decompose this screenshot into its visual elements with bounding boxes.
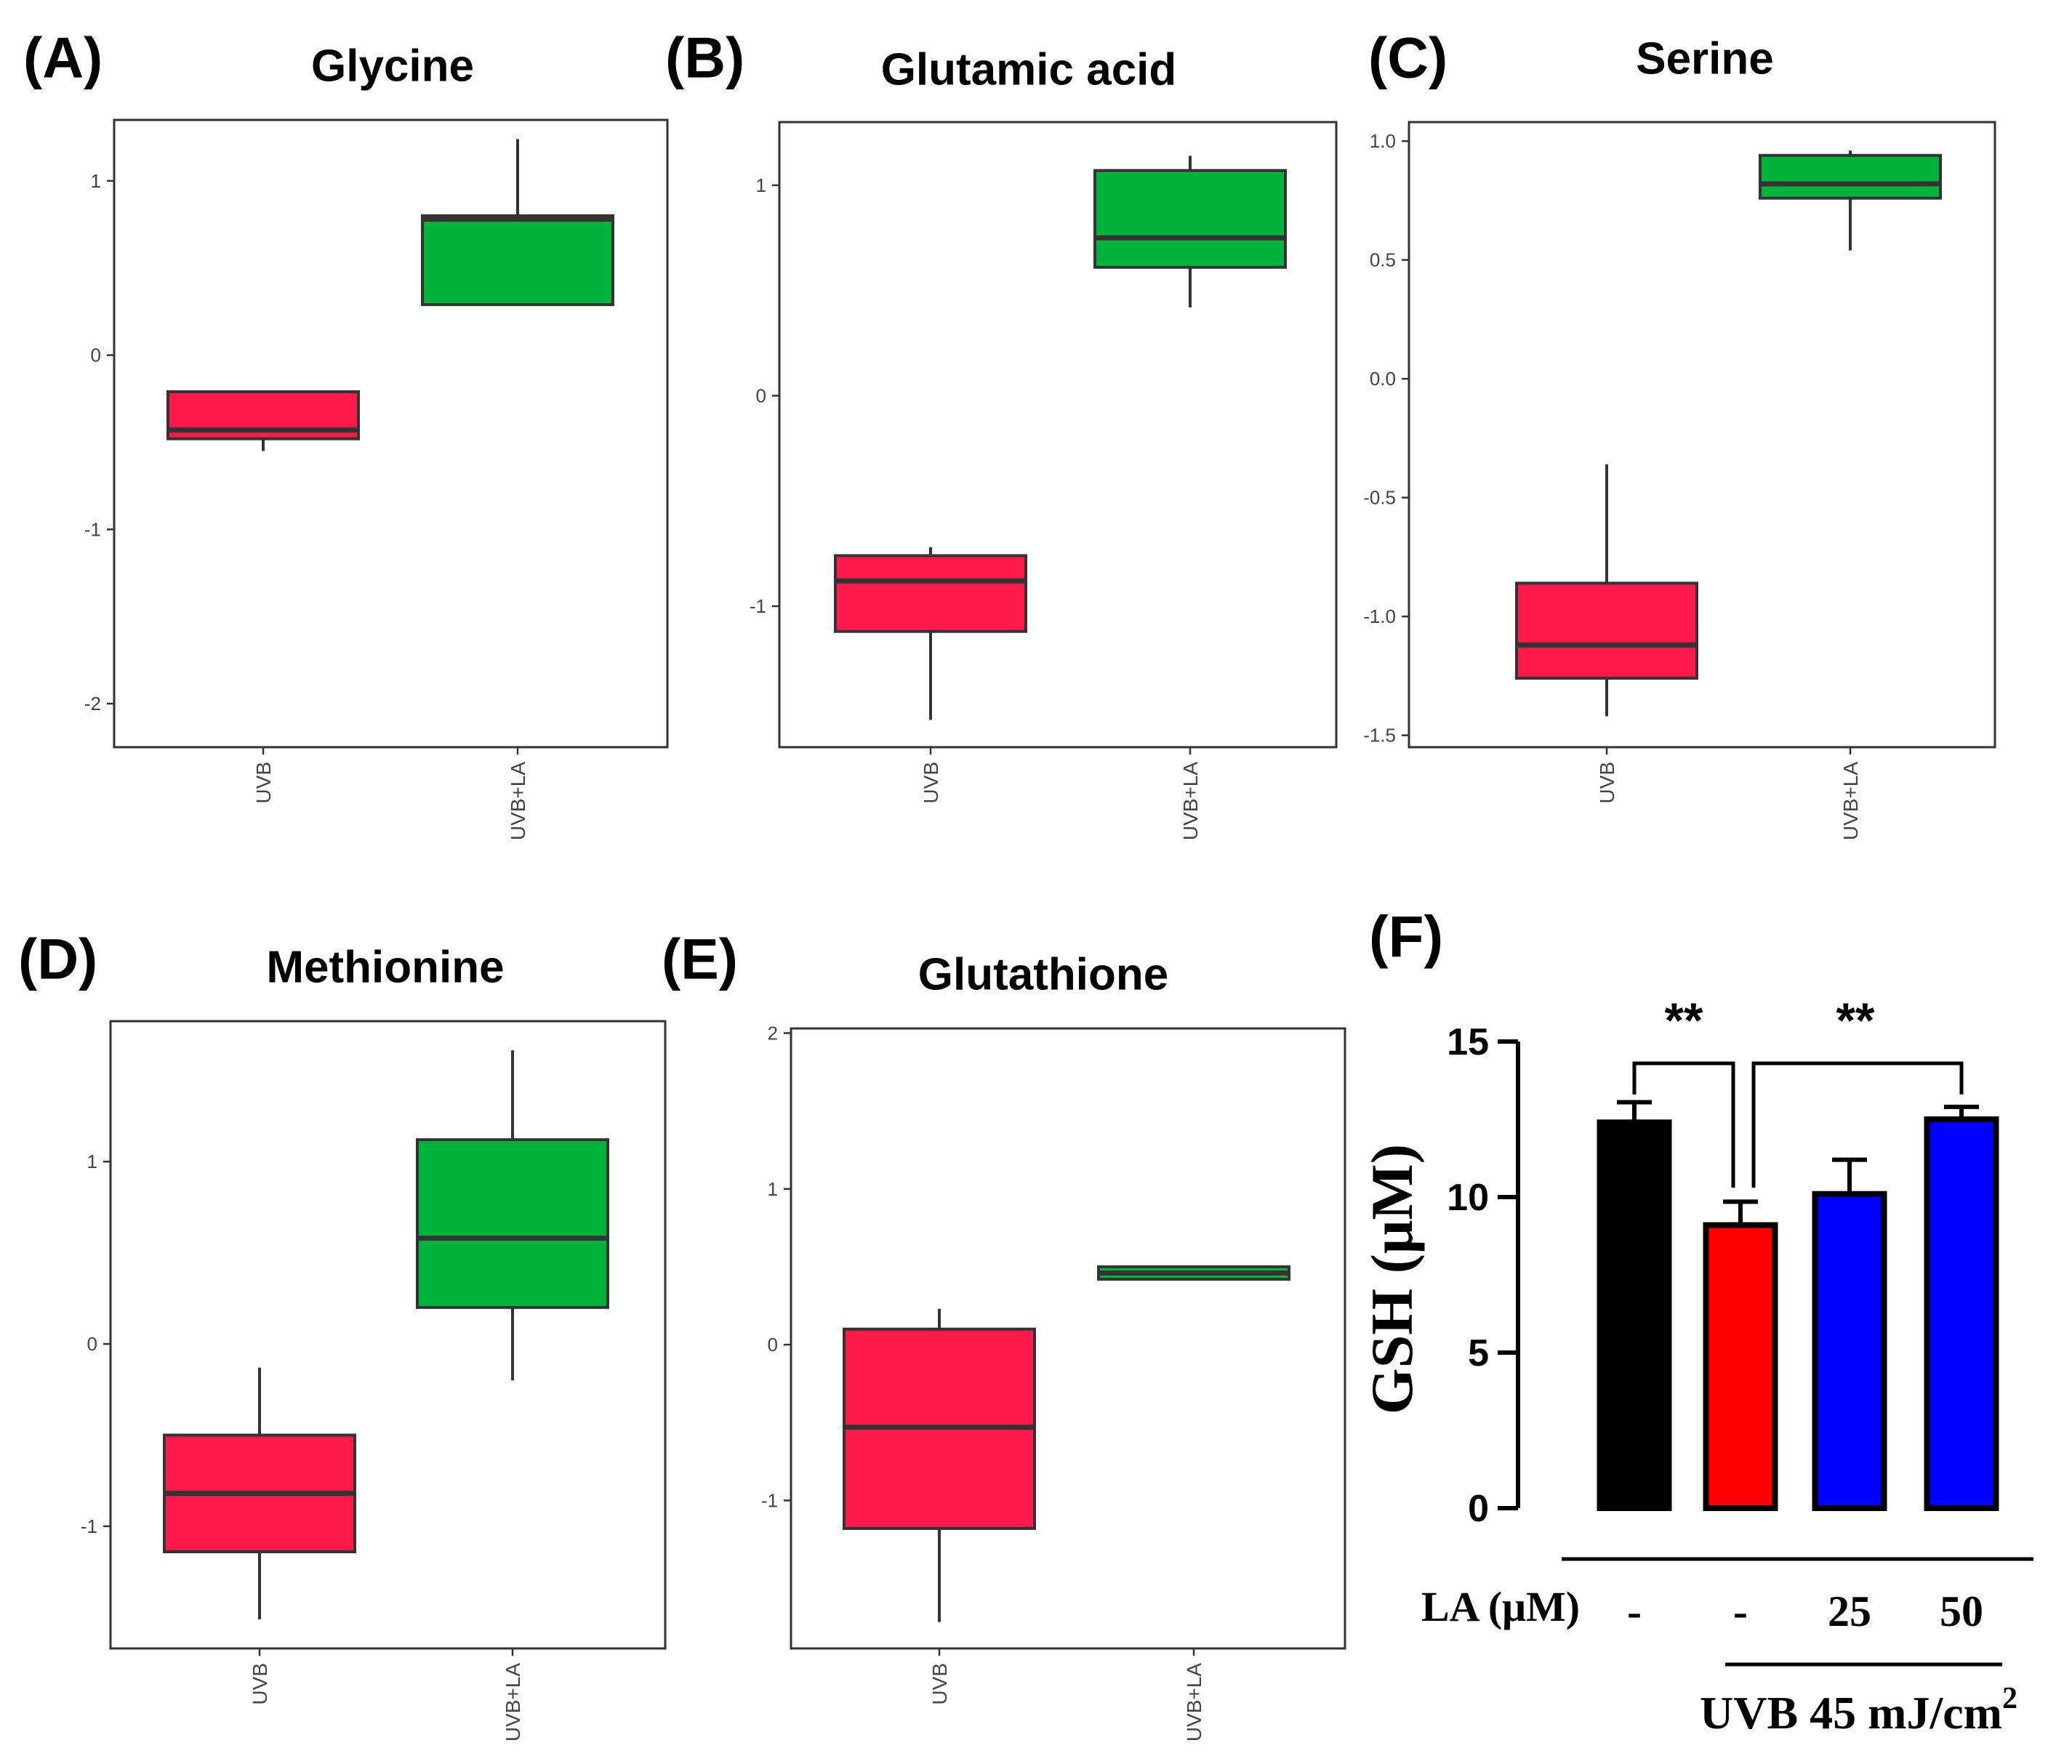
y-tick-label: 0 <box>768 1334 778 1356</box>
x-tick-label: UVB+LA <box>1183 1663 1205 1741</box>
y-tick-label: -1 <box>750 595 766 617</box>
group-label-text: UVB 45 mJ/cm <box>1700 1687 2002 1739</box>
box-panel-glutamic-acid: (B) Glutamic acid 1 0 -1 UVB UVB+LA <box>665 26 1338 840</box>
box <box>1515 581 1698 680</box>
x-tick-label: UVB <box>1596 762 1618 804</box>
box-panel-methionine: (D) Methionine 1 0 -1 UVB UVB+LA <box>18 927 667 1741</box>
panel-label: (F) <box>1369 904 1443 969</box>
box <box>834 554 1027 633</box>
y-tick-label: -0.5 <box>1363 487 1396 509</box>
y-tick-label: 5 <box>1468 1332 1489 1374</box>
y-tick-label: 15 <box>1447 1021 1489 1063</box>
bar <box>1812 1191 1887 1511</box>
x-tick-label: UVB <box>252 762 275 804</box>
x-tick-label: UVB <box>928 1663 951 1705</box>
significance-marker: ** <box>1836 993 1875 1048</box>
x-tick-label: UVB <box>920 762 942 804</box>
x-tick-label: UVB+LA <box>502 1663 524 1741</box>
y-tick-label: 1 <box>91 170 101 192</box>
panel-label: (C) <box>1368 26 1447 90</box>
group-label-superscript: 2 <box>2002 1682 2017 1715</box>
x-tick-label: UVB+LA <box>507 762 529 840</box>
y-tick-label: -1.0 <box>1363 605 1396 627</box>
plot-frame <box>113 118 669 749</box>
plot-frame <box>109 1020 667 1650</box>
y-tick-label: 1.0 <box>1370 130 1396 152</box>
chart-title: Methionine <box>266 943 504 993</box>
y-tick-label: 0.5 <box>1370 249 1396 271</box>
panel-label: (B) <box>665 26 744 90</box>
chart-title: Glutamic acid <box>881 45 1177 95</box>
panel-label: (D) <box>18 927 97 991</box>
significance-bracket <box>1751 1061 1964 1188</box>
x-tick-label: UVB <box>249 1663 271 1705</box>
y-tick-label: -1 <box>81 1515 97 1537</box>
x-category-label: 25 <box>1828 1587 1871 1635</box>
y-tick-label: 0 <box>1468 1488 1489 1530</box>
y-tick-label: 10 <box>1447 1177 1489 1219</box>
y-tick-label: -2 <box>84 693 101 714</box>
box <box>416 1138 609 1309</box>
group-label: UVB 45 mJ/cm2 <box>1700 1682 2017 1739</box>
bar <box>1924 1116 1999 1511</box>
y-tick-label: 0.0 <box>1370 368 1396 390</box>
y-tick-label: 1 <box>756 174 766 196</box>
bar <box>1597 1119 1672 1511</box>
box <box>421 214 614 307</box>
box <box>1093 169 1287 269</box>
x-category-label: - <box>1733 1587 1748 1635</box>
y-tick-label: 2 <box>768 1022 778 1044</box>
significance-marker: ** <box>1665 993 1703 1048</box>
box-panel-glycine: (A) Glycine 1 0 -1 -2 UVB UVB+LA <box>23 26 669 840</box>
box-panel-glutathione: (E) Glutathione 2 1 0 -1 UVB UVB+LA <box>662 927 1346 1741</box>
panel-label: (A) <box>23 26 103 90</box>
y-tick-label: 0 <box>91 345 101 366</box>
x-category-label: 50 <box>1940 1587 1983 1635</box>
significance-bracket <box>1632 1061 1735 1188</box>
y-tick-label: 1 <box>768 1178 778 1200</box>
y-tick-label: 0 <box>87 1333 97 1355</box>
x-category-label: - <box>1627 1587 1642 1635</box>
x-tick-label: UVB+LA <box>1839 762 1862 840</box>
y-tick-label: -1 <box>84 518 101 540</box>
panel-label: (E) <box>662 927 738 991</box>
box-panel-serine: (C) Serine 1.0 0.5 0.0 -0.5 -1.0 -1.5 UVB UVB+LA <box>1363 26 1996 840</box>
y-tick-label: -1 <box>761 1489 778 1511</box>
y-tick-label: 1 <box>87 1151 97 1172</box>
y-axis-label: GSH (μM) <box>1359 1144 1425 1414</box>
bar <box>1703 1222 1778 1512</box>
plot-frame <box>790 1027 1346 1650</box>
y-tick-label: 0 <box>756 384 766 406</box>
chart-title: Serine <box>1636 34 1774 84</box>
x-tick-label: UVB+LA <box>1179 762 1202 840</box>
plot-frame <box>1408 121 1996 749</box>
chart-title: Glycine <box>311 41 474 92</box>
row-label: LA (μM) <box>1421 1583 1580 1630</box>
bar-panel-gsh: (F) 0 5 10 15 GSH (μM) - - 25 50 ** ** LA (μM) UVB 45… <box>1359 904 2033 1739</box>
box <box>1759 153 1942 200</box>
chart-title: Glutathione <box>918 950 1168 1000</box>
plot-frame <box>778 121 1338 749</box>
y-tick-label: -1.5 <box>1363 725 1396 746</box>
